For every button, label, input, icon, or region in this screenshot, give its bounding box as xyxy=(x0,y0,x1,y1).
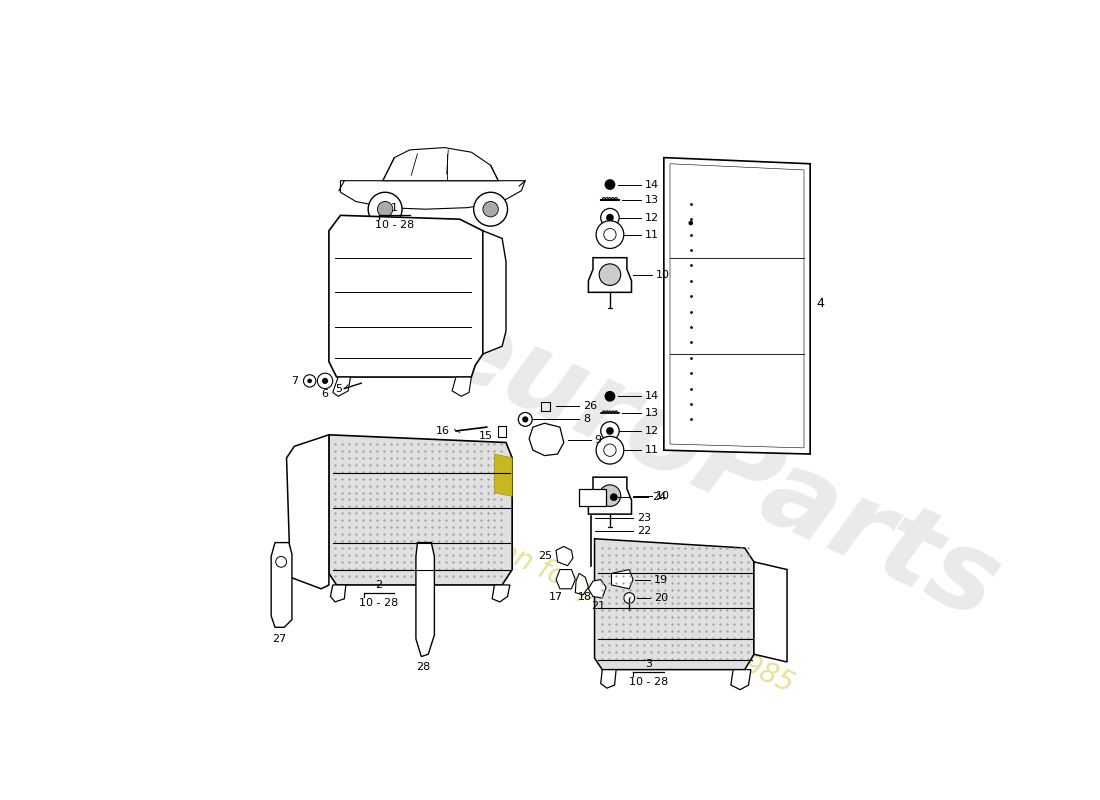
Text: 16: 16 xyxy=(436,426,450,436)
Text: 12: 12 xyxy=(645,213,659,222)
Circle shape xyxy=(600,264,620,286)
Text: 12: 12 xyxy=(645,426,659,436)
Circle shape xyxy=(596,436,624,464)
Polygon shape xyxy=(529,423,563,455)
Text: 10: 10 xyxy=(656,270,670,280)
Text: 28: 28 xyxy=(417,662,431,672)
Circle shape xyxy=(518,413,532,426)
Polygon shape xyxy=(588,477,631,514)
Polygon shape xyxy=(416,542,434,657)
Circle shape xyxy=(604,444,616,456)
Text: 14: 14 xyxy=(645,391,659,402)
Circle shape xyxy=(322,378,328,384)
Polygon shape xyxy=(271,542,292,627)
Polygon shape xyxy=(330,585,345,602)
Polygon shape xyxy=(332,377,351,396)
Polygon shape xyxy=(329,215,483,377)
Polygon shape xyxy=(664,158,810,454)
Text: euroParts: euroParts xyxy=(419,289,1016,642)
Circle shape xyxy=(596,221,624,249)
Text: 21: 21 xyxy=(592,601,605,610)
Polygon shape xyxy=(483,230,506,354)
Polygon shape xyxy=(601,670,616,688)
Text: 23: 23 xyxy=(637,513,651,523)
Text: 10 - 28: 10 - 28 xyxy=(360,598,398,608)
Polygon shape xyxy=(286,435,329,589)
Circle shape xyxy=(600,485,620,506)
Polygon shape xyxy=(588,579,606,598)
Text: 2: 2 xyxy=(375,580,383,590)
Circle shape xyxy=(605,179,615,190)
Text: 19: 19 xyxy=(653,574,668,585)
Bar xyxy=(541,402,550,411)
Polygon shape xyxy=(492,585,510,602)
Text: 18: 18 xyxy=(579,591,593,602)
Text: 1: 1 xyxy=(390,202,398,213)
Circle shape xyxy=(606,427,614,435)
Polygon shape xyxy=(329,435,513,585)
Text: 11: 11 xyxy=(645,445,659,455)
Text: 13: 13 xyxy=(645,195,659,205)
Circle shape xyxy=(604,229,616,241)
Polygon shape xyxy=(612,570,634,589)
Polygon shape xyxy=(754,562,788,662)
Circle shape xyxy=(689,221,693,226)
Circle shape xyxy=(522,416,528,422)
Text: a passion for parts since 1985: a passion for parts since 1985 xyxy=(406,495,799,698)
Circle shape xyxy=(474,192,507,226)
Circle shape xyxy=(307,378,312,383)
Text: 11: 11 xyxy=(645,230,659,240)
Text: 8: 8 xyxy=(583,414,590,424)
Text: 27: 27 xyxy=(272,634,286,644)
Text: 3: 3 xyxy=(645,659,652,670)
Circle shape xyxy=(368,192,403,226)
Circle shape xyxy=(606,214,614,222)
Text: 4: 4 xyxy=(816,298,824,310)
Polygon shape xyxy=(452,377,472,396)
Text: 9: 9 xyxy=(594,435,602,445)
Text: 13: 13 xyxy=(645,408,659,418)
Text: 10: 10 xyxy=(656,490,670,501)
Circle shape xyxy=(624,593,635,603)
Polygon shape xyxy=(575,574,589,595)
Polygon shape xyxy=(730,670,751,690)
Text: 10 - 28: 10 - 28 xyxy=(629,677,668,687)
Text: 10 - 28: 10 - 28 xyxy=(375,220,414,230)
Circle shape xyxy=(276,557,286,567)
Text: 17: 17 xyxy=(549,591,563,602)
Text: 5: 5 xyxy=(336,383,342,394)
Text: 26: 26 xyxy=(583,402,597,411)
Circle shape xyxy=(601,209,619,227)
Text: 22: 22 xyxy=(637,526,651,536)
Circle shape xyxy=(483,202,498,217)
Text: 7: 7 xyxy=(292,376,298,386)
Text: 20: 20 xyxy=(653,593,668,603)
Text: 6: 6 xyxy=(321,389,329,399)
Circle shape xyxy=(609,494,618,501)
Polygon shape xyxy=(580,489,606,506)
Polygon shape xyxy=(556,546,573,566)
Polygon shape xyxy=(594,538,754,670)
Circle shape xyxy=(377,202,393,217)
Bar xyxy=(498,426,506,437)
Circle shape xyxy=(605,391,615,402)
Polygon shape xyxy=(556,570,575,589)
Circle shape xyxy=(304,374,316,387)
Polygon shape xyxy=(383,147,498,181)
Text: 15: 15 xyxy=(478,431,493,442)
Circle shape xyxy=(318,373,332,389)
Polygon shape xyxy=(588,258,631,292)
Polygon shape xyxy=(341,181,526,209)
Circle shape xyxy=(601,422,619,440)
Text: 24: 24 xyxy=(652,492,667,502)
Polygon shape xyxy=(495,454,513,496)
Text: 25: 25 xyxy=(538,551,552,562)
Text: 14: 14 xyxy=(645,179,659,190)
